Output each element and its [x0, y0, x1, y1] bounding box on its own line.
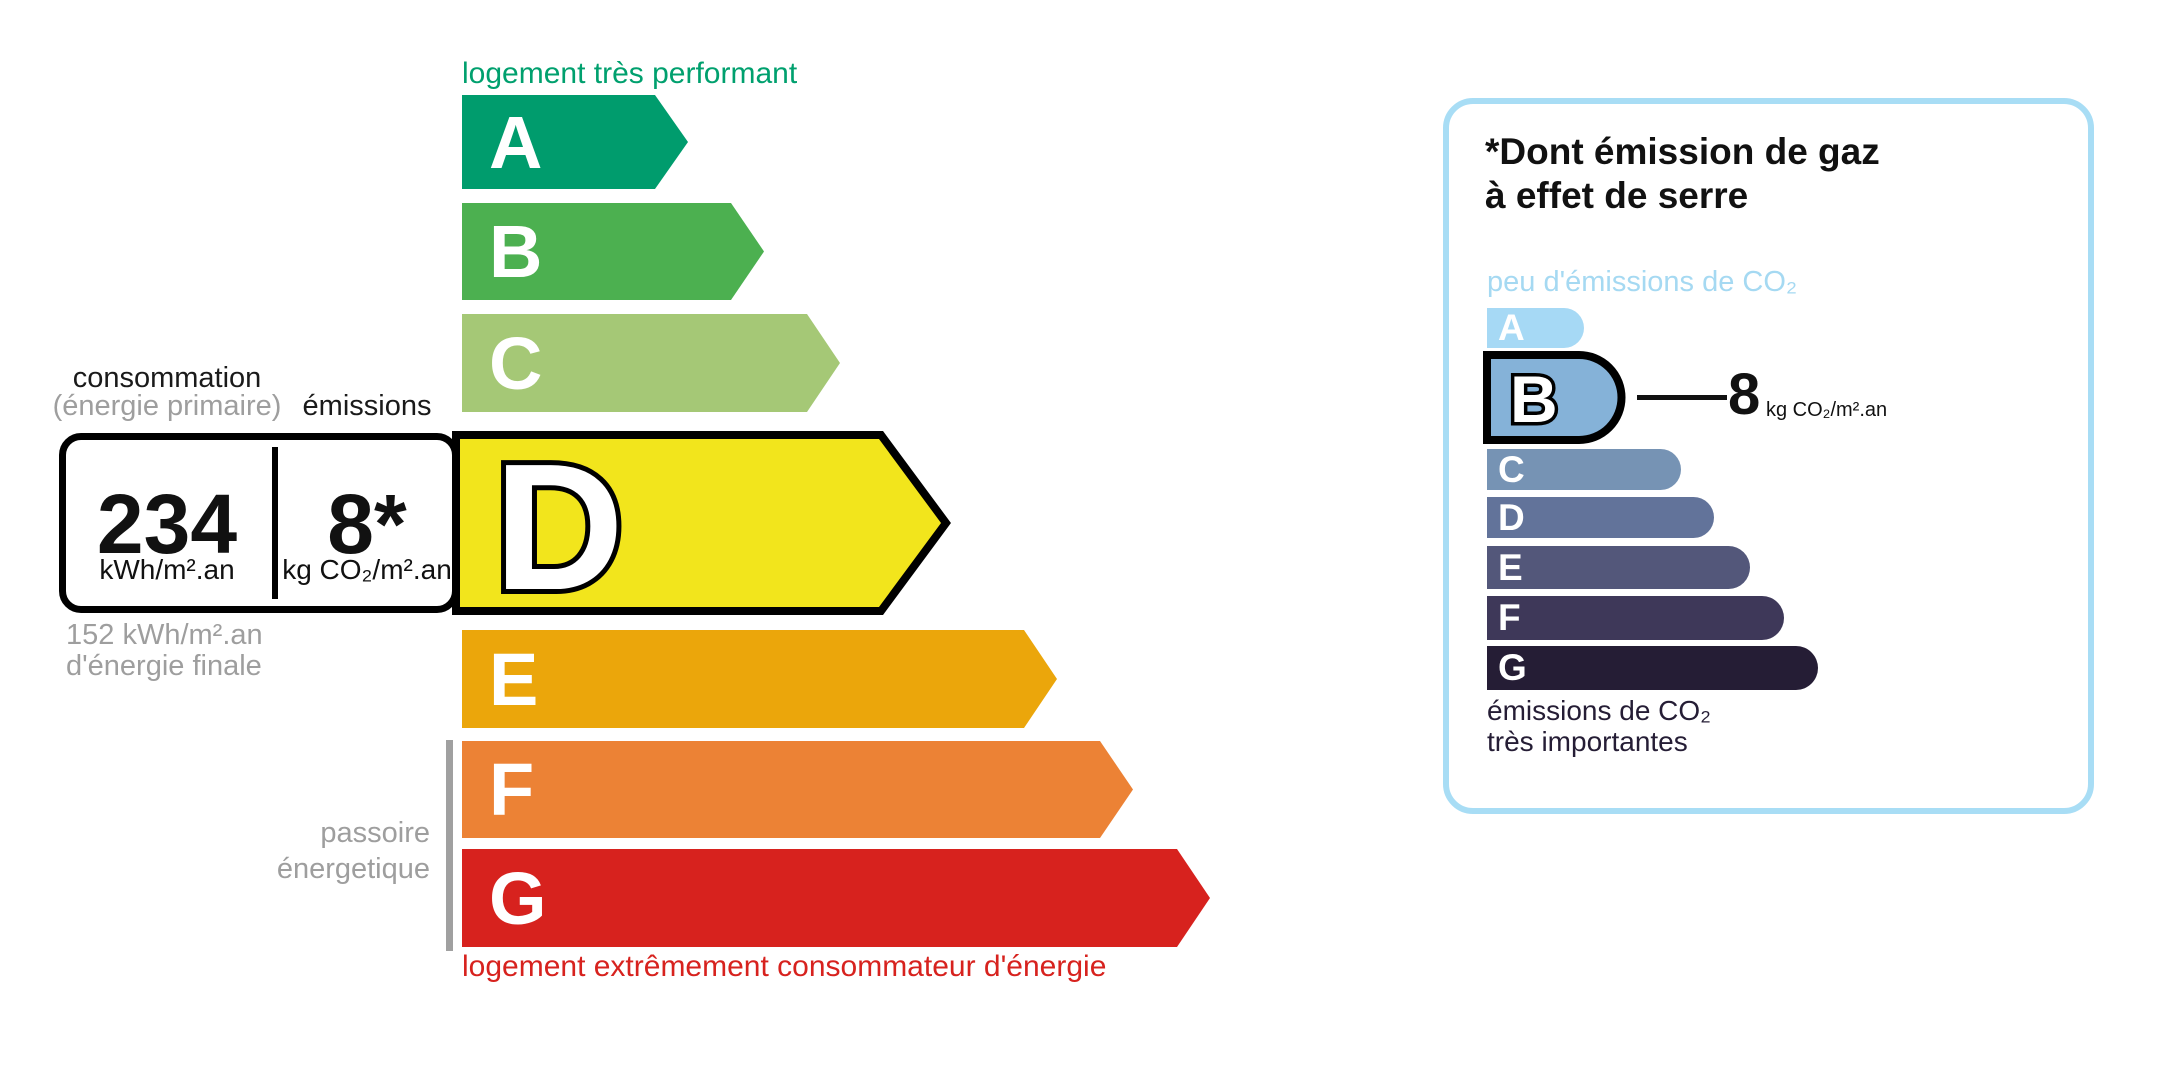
ges-class-bar-d: D	[1487, 497, 1714, 538]
ges-title-line2: à effet de serre	[1485, 174, 1749, 216]
final-energy-line2: d'énergie finale	[66, 650, 262, 683]
selected-class-value-box	[59, 433, 459, 613]
energy-class-letter-g: G	[489, 856, 547, 940]
top-performance-label: logement très performant	[462, 57, 798, 90]
value-box-divider	[272, 447, 278, 599]
ges-class-bar-e: E	[1487, 546, 1750, 589]
final-energy-line1: 152 kWh/m².an	[66, 619, 263, 651]
passoire-line1: passoire	[320, 817, 430, 849]
ges-low-emissions-label: peu d'émissions de CO₂	[1487, 266, 1798, 298]
ges-class-bar-f: F	[1487, 596, 1784, 640]
energy-class-letter-a: A	[489, 100, 543, 184]
ges-class-bar-a: A	[1487, 307, 1584, 348]
ges-class-letter-b: B	[1510, 362, 1558, 436]
passoire-bracket-bar	[446, 740, 453, 951]
energy-class-letter-d: D	[494, 431, 624, 615]
passoire-line2: énergetique	[276, 853, 430, 886]
energy-class-letter-b: B	[489, 210, 543, 293]
energy-class-bar-f: F	[462, 741, 1133, 838]
ges-class-letter-g: G	[1498, 647, 1527, 688]
energy-class-bar-e: E	[462, 630, 1057, 728]
energy-class-letter-c: C	[489, 321, 543, 405]
ges-bottom-line1: émissions de CO₂	[1487, 695, 1712, 726]
ges-title-line1: *Dont émission de gaz	[1485, 131, 1880, 172]
consumption-header: consommation	[72, 362, 262, 394]
ges-class-bar-b: B	[1483, 351, 1626, 444]
ges-value: 8	[1728, 362, 1761, 427]
ges-class-letter-e: E	[1498, 546, 1523, 588]
energy-class-bar-a: A	[462, 95, 688, 189]
ges-value-unit: kg CO₂/m².an	[1766, 399, 1888, 421]
ges-class-letter-a: A	[1498, 307, 1525, 348]
consumption-unit: kWh/m².an	[99, 554, 235, 585]
ges-class-letter-f: F	[1498, 597, 1521, 638]
ges-panel-title: *Dont émission de gaz à effet de serre	[1485, 130, 1880, 217]
ges-b-shape	[1483, 351, 1626, 444]
energy-class-bar-d: D	[452, 431, 951, 615]
final-energy-note: 152 kWh/m².an d'énergie finale	[66, 619, 263, 683]
ges-high-emissions-label: émissions de CO₂ très importantes	[1487, 695, 1711, 758]
ges-value-connector-line	[1637, 395, 1727, 400]
emissions-header: émissions	[302, 390, 432, 422]
passoire-label: passoire énergetique	[150, 815, 430, 888]
energy-class-bar-b: B	[462, 203, 764, 300]
energy-class-bar-g: G	[462, 849, 1210, 947]
energy-class-bar-c: C	[462, 314, 840, 412]
emissions-unit: kg CO₂/m².an	[282, 554, 452, 585]
d-arrow-shape	[452, 431, 951, 615]
ges-class-letter-d: D	[1498, 496, 1525, 538]
ges-class-bar-c: C	[1487, 449, 1681, 490]
energy-class-letter-e: E	[489, 637, 539, 721]
ges-class-letter-c: C	[1498, 448, 1525, 490]
bottom-consumption-label: logement extrêmement consommateur d'éner…	[462, 950, 1107, 983]
energy-class-letter-f: F	[489, 748, 535, 831]
emissions-value: 8*	[327, 477, 407, 571]
consumption-subheader: (énergie primaire)	[52, 390, 282, 422]
consumption-value: 234	[96, 477, 238, 571]
ges-bottom-line2: très importantes	[1487, 726, 1688, 758]
ges-class-bar-g: G	[1487, 646, 1818, 690]
